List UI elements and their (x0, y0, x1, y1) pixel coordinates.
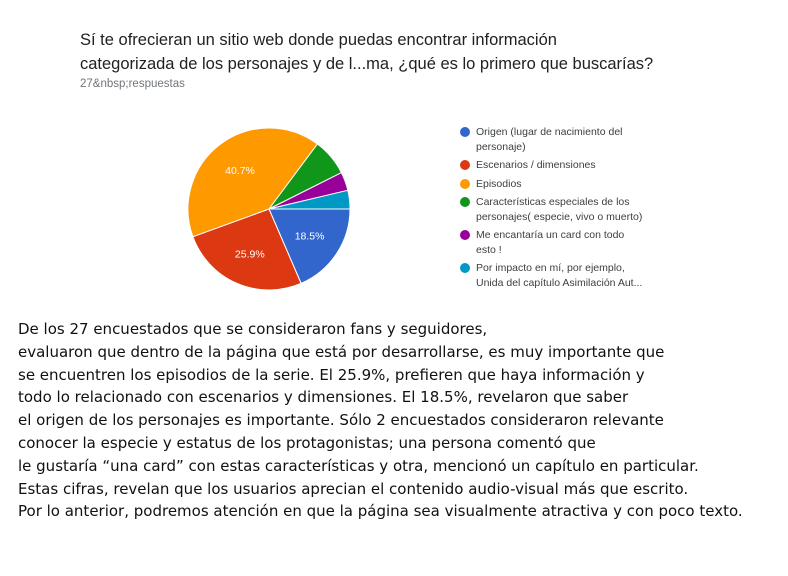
legend-swatch-icon (460, 160, 470, 170)
response-count: 27&nbsp;respuestas (80, 78, 185, 90)
chart-title-line-2: categorizada de los personajes y de l...… (80, 55, 654, 73)
paragraph-line: evaluaron que dentro de la página que es… (18, 342, 665, 361)
pie-slice-6[interactable] (268, 189, 351, 210)
legend-item-4[interactable]: Características especiales de los persona… (458, 195, 688, 224)
paragraph-line: todo lo relacionado con escenarios y dim… (18, 388, 629, 407)
pie-chart: 18.5% 25.9% 40.7% (187, 127, 351, 291)
legend-item-3[interactable]: Episodios (458, 177, 688, 192)
legend-item-1[interactable]: Origen (lugar de nacimiento del personaje… (458, 125, 688, 154)
legend-item-6[interactable]: Por impacto en mí, por ejemplo, Unida del… (458, 261, 688, 290)
legend-swatch-icon (460, 127, 470, 137)
legend-swatch-icon (460, 263, 470, 273)
paragraph-line: De los 27 encuestados que se consideraro… (18, 320, 488, 338)
chart-legend: Origen (lugar de nacimiento del personaje… (458, 125, 688, 294)
paragraph-line: el origen de los personajes es important… (18, 411, 664, 430)
legend-label: Me encantaría un card con todo esto ! (476, 229, 625, 256)
legend-item-5[interactable]: Me encantaría un card con todo esto ! (458, 228, 688, 257)
legend-label: Características especiales de los persona… (476, 196, 643, 223)
legend-swatch-icon (460, 197, 470, 207)
paragraph-line: Por lo anterior, podremos atención en qu… (18, 502, 743, 521)
pie-data-label-2: 25.9% (235, 249, 265, 261)
pie-slice-3[interactable] (187, 127, 319, 238)
paragraph-line: le gustaría “una card” con estas caracte… (18, 456, 699, 475)
pie-data-label-3: 40.7% (225, 165, 255, 177)
paragraph-line: se encuentren los episodios de la serie.… (18, 365, 645, 384)
paragraph-line: conocer la especie y estatus de los prot… (18, 433, 596, 452)
legend-label: Episodios (476, 177, 522, 190)
pie-slice-2[interactable] (192, 208, 302, 291)
pie-slice-1[interactable] (268, 208, 351, 285)
analysis-paragraph: De los 27 encuestados que se consideraro… (18, 318, 783, 523)
legend-item-2[interactable]: Escenarios / dimensiones (458, 158, 688, 173)
legend-label: Por impacto en mí, por ejemplo, Unida del… (476, 262, 643, 289)
legend-swatch-icon (460, 178, 470, 189)
pie-data-label-1: 18.5% (295, 231, 325, 243)
chart-title: Sí te ofrecieran un sitio web donde pued… (80, 28, 740, 76)
legend-label: Escenarios / dimensiones (476, 159, 596, 171)
chart-title-line-1: Sí te ofrecieran un sitio web donde pued… (80, 31, 557, 49)
paragraph-line: Estas cifras, revelan que los usuarios a… (18, 479, 689, 498)
legend-swatch-icon (460, 230, 470, 240)
legend-label: Origen (lugar de nacimiento del personaje… (476, 126, 623, 153)
